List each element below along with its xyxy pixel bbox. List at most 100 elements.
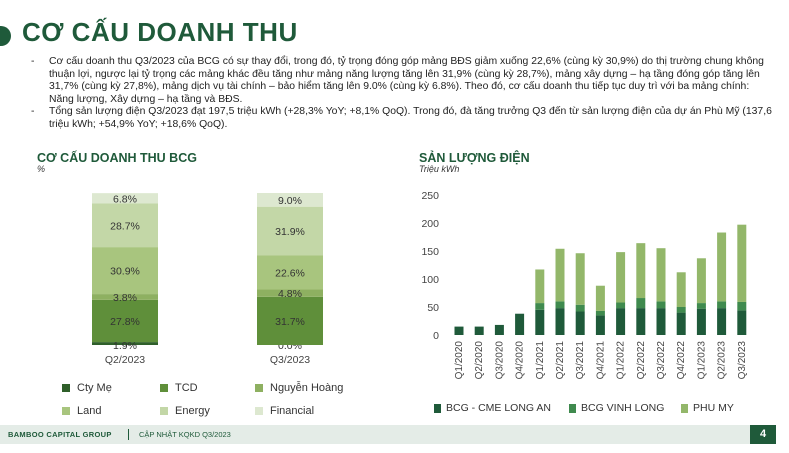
- power-bar-segment: [616, 302, 626, 309]
- power-legend-item: PHU MY: [681, 402, 734, 414]
- revenue-bar-label: 3.8%: [113, 292, 137, 304]
- revenue-bar-segment: [92, 247, 158, 295]
- revenue-bar-segment: [92, 299, 158, 343]
- legend-swatch: [569, 403, 576, 413]
- power-category-label: Q4/2021: [595, 341, 606, 380]
- power-bar-segment: [494, 324, 504, 335]
- power-bar-segment: [575, 304, 585, 312]
- legend-label: TCD: [175, 382, 198, 394]
- power-bar-segment: [616, 308, 626, 335]
- power-bar-segment: [595, 285, 605, 311]
- revenue-bar-label: 27.8%: [110, 316, 140, 328]
- revenue-legend-item: Cty Mẹ: [62, 382, 112, 394]
- power-bar-segment: [676, 307, 686, 313]
- power-bar-segment: [717, 301, 727, 309]
- power-chart-unit: Triệu kWh: [419, 164, 460, 174]
- footer-bar: BAMBOO CAPITAL GROUP CẬP NHẬT KQKD Q3/20…: [0, 425, 760, 444]
- legend-swatch: [62, 407, 70, 415]
- legend-swatch: [62, 384, 70, 392]
- power-category-label: Q2/2020: [474, 341, 485, 380]
- legend-label: Energy: [175, 405, 210, 417]
- legend-swatch: [160, 384, 168, 392]
- power-bar-segment: [636, 308, 646, 335]
- revenue-bar-segment: [92, 203, 158, 248]
- power-y-tick: 50: [427, 302, 439, 314]
- page-title: CƠ CẤU DOANH THU: [22, 17, 298, 47]
- legend-label: BCG VINH LONG: [581, 402, 665, 414]
- power-bar-segment: [575, 311, 585, 335]
- power-y-tick: 250: [421, 190, 439, 202]
- revenue-bar-label: 28.7%: [110, 220, 140, 232]
- power-y-tick: 0: [433, 330, 439, 342]
- power-bar-segment: [656, 248, 666, 302]
- legend-swatch: [255, 384, 263, 392]
- footer-brand: BAMBOO CAPITAL GROUP: [8, 430, 112, 439]
- power-category-label: Q3/2022: [656, 341, 667, 380]
- revenue-bar-segment: [257, 255, 323, 290]
- power-bar-segment: [636, 298, 646, 309]
- power-bar-segment: [595, 310, 605, 316]
- revenue-bar-segment: [92, 294, 158, 300]
- footer-separator: [128, 429, 129, 440]
- revenue-legend-item: Financial: [255, 405, 314, 417]
- revenue-bar-label: 4.8%: [278, 288, 302, 300]
- power-bar-segment: [535, 303, 545, 310]
- page-number: 4: [750, 425, 776, 444]
- power-bar-segment: [737, 301, 747, 311]
- power-category-label: Q4/2020: [515, 341, 526, 380]
- revenue-bar-segment: [257, 289, 323, 297]
- power-bar-segment: [535, 309, 545, 335]
- power-bar-segment: [656, 308, 666, 335]
- power-bar-segment: [717, 308, 727, 335]
- revenue-bar-label: 9.0%: [278, 195, 302, 207]
- power-bar-segment: [474, 326, 484, 335]
- revenue-bar-label: 22.6%: [275, 267, 305, 279]
- power-category-label: Q3/2020: [494, 341, 505, 380]
- revenue-bar-label: 31.7%: [275, 316, 305, 328]
- power-bar-segment: [676, 312, 686, 335]
- bullet-power-output: Tổng sản lượng điện Q3/2023 đạt 197,5 tr…: [28, 106, 776, 131]
- legend-swatch: [434, 403, 441, 413]
- power-bar-segment: [575, 253, 585, 305]
- revenue-legend-item: Energy: [160, 405, 210, 417]
- power-bar-segment: [656, 301, 666, 309]
- power-bar-segment: [555, 308, 565, 335]
- title-accent-bar: [0, 26, 11, 46]
- legend-label: Cty Mẹ: [77, 382, 112, 394]
- power-category-label: Q3/2023: [737, 341, 748, 380]
- bullet-list: Cơ cấu doanh thu Q3/2023 của BCG có sự t…: [28, 56, 776, 132]
- power-category-label: Q2/2021: [555, 341, 566, 380]
- revenue-category-label: Q2/2023: [105, 354, 145, 366]
- revenue-legend-item: TCD: [160, 382, 198, 394]
- power-bar-segment: [676, 272, 686, 307]
- power-legend-item: BCG - CME LONG AN: [434, 402, 551, 414]
- footer-document-name: CẬP NHẬT KQKD Q3/2023: [139, 430, 231, 439]
- power-category-label: Q2/2022: [636, 341, 647, 380]
- power-category-label: Q2/2023: [717, 341, 728, 380]
- revenue-legend-item: Land: [62, 405, 101, 417]
- power-bar-segment: [696, 308, 706, 335]
- revenue-bar-segment: [257, 296, 323, 345]
- legend-swatch: [681, 403, 688, 413]
- power-bar-segment: [717, 232, 727, 302]
- power-bar-segment: [555, 301, 565, 309]
- power-category-label: Q1/2023: [696, 341, 707, 380]
- legend-label: Nguyễn Hoàng: [270, 382, 344, 394]
- revenue-structure-chart: 1.9%27.8%3.8%30.9%28.7%6.8%Q2/20230.0%31…: [92, 193, 323, 366]
- revenue-bar-segment: [257, 193, 323, 207]
- power-bar-segment: [737, 310, 747, 335]
- power-category-label: Q1/2020: [454, 341, 465, 380]
- revenue-bar-segment: [92, 342, 158, 345]
- revenue-bar-label: 31.9%: [275, 226, 305, 238]
- power-category-label: Q4/2022: [676, 341, 687, 380]
- power-bar-segment: [696, 258, 706, 304]
- legend-swatch: [160, 407, 168, 415]
- power-legend-item: BCG VINH LONG: [569, 402, 664, 414]
- power-bar-segment: [636, 243, 646, 299]
- power-bar-segment: [535, 269, 545, 304]
- legend-swatch: [255, 407, 263, 415]
- revenue-chart-unit: %: [37, 164, 46, 174]
- revenue-category-label: Q3/2023: [270, 354, 310, 366]
- power-category-label: Q3/2021: [575, 341, 586, 380]
- power-bar-segment: [454, 326, 464, 335]
